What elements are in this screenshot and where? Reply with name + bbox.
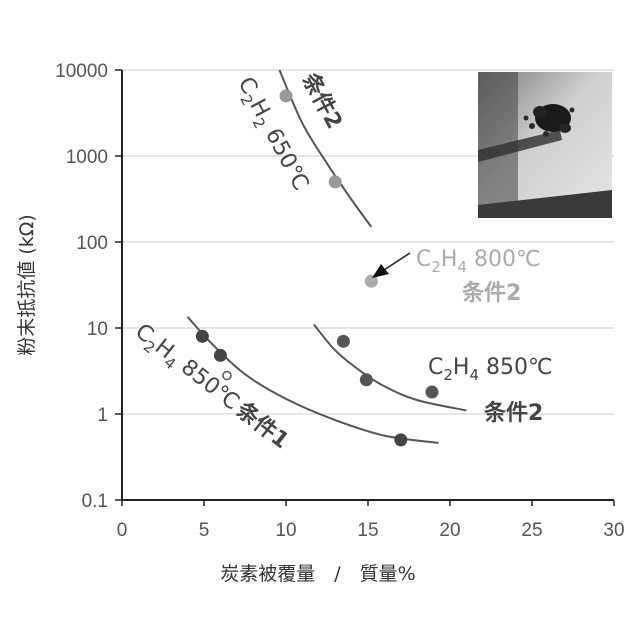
x-tick-label: 10 <box>275 520 296 541</box>
data-point <box>425 386 438 399</box>
data-point <box>196 330 209 343</box>
y-tick-label: 10 <box>87 319 108 340</box>
y-tick-label: 10000 <box>55 61 108 82</box>
x-tick-label: 30 <box>603 520 624 541</box>
y-tick-label: 1000 <box>66 147 108 168</box>
x-tick-label: 0 <box>117 520 128 541</box>
x-tick-label: 20 <box>439 520 460 541</box>
data-point <box>394 433 407 446</box>
y-axis-title: 粉末抵抗値 (kΩ) <box>16 214 38 355</box>
hollow-point <box>223 372 231 380</box>
data-point <box>280 89 293 102</box>
annotation-c2h4-800-condition: 条件2 <box>461 280 521 306</box>
x-tick-label: 5 <box>199 520 210 541</box>
y-tick-label: 100 <box>76 233 108 254</box>
x-axis-title: 炭素被覆量 / 質量% <box>220 563 415 585</box>
data-point <box>214 349 227 362</box>
y-tick-label: 1 <box>97 405 108 426</box>
x-tick-label: 15 <box>357 520 378 541</box>
annotation-c2h4-850-cond2-condition: 条件2 <box>483 400 543 426</box>
y-tick-label: 0.1 <box>82 491 108 512</box>
x-tick-label: 25 <box>521 520 542 541</box>
data-point <box>329 175 342 188</box>
data-point <box>360 373 373 386</box>
powder-photo <box>478 72 612 218</box>
data-point <box>337 335 350 348</box>
